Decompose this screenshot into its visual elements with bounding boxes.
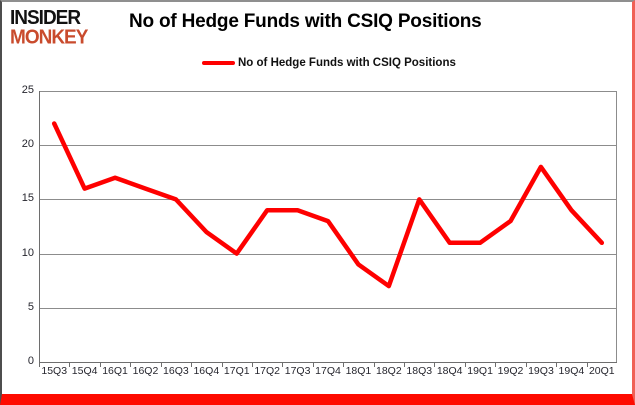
legend-label: No of Hedge Funds with CSIQ Positions: [238, 57, 456, 69]
x-tick-label: 17Q4: [315, 365, 341, 377]
x-tick-label: 19Q1: [467, 365, 493, 377]
insider-monkey-logo: INSIDER MONKEY: [10, 6, 88, 50]
chart-title: No of Hedge Funds with CSIQ Positions: [129, 11, 482, 32]
y-tick-label: 0: [27, 355, 34, 367]
x-tick-label: 17Q1: [223, 365, 250, 377]
logo-word-monkey: MONKEY: [10, 26, 88, 50]
x-tick-label: 19Q4: [558, 365, 585, 377]
x-tick-label: 18Q3: [406, 365, 433, 377]
y-tick-label: 20: [21, 138, 34, 151]
y-tick-label: 5: [27, 300, 34, 313]
x-tick-label: 16Q3: [163, 365, 189, 377]
x-tick-label: 16Q2: [132, 365, 159, 377]
x-tick-label: 16Q4: [193, 365, 220, 377]
plot-area: [39, 91, 617, 367]
x-tick-label: 19Q3: [528, 365, 554, 377]
x-tick-label: 19Q2: [497, 365, 524, 377]
x-tick-label: 17Q3: [284, 365, 311, 377]
x-tick-label: 15Q4: [71, 365, 98, 377]
x-tick-label: 16Q1: [102, 365, 128, 377]
x-tick-label: 15Q3: [41, 365, 68, 377]
y-tick-label: 15: [21, 192, 34, 205]
x-tick-label: 18Q1: [345, 365, 372, 377]
x-tick-label: 17Q2: [254, 365, 280, 377]
x-tick-label: 20Q1: [588, 365, 615, 377]
series-line: [51, 121, 605, 289]
x-tick-label: 18Q2: [375, 365, 402, 377]
legend: No of Hedge Funds with CSIQ Positions: [202, 57, 456, 69]
y-tick-label: 10: [21, 246, 34, 259]
x-tick-label: 18Q4: [436, 365, 463, 377]
y-tick-label: 25: [21, 84, 34, 96]
legend-line-swatch: [202, 61, 235, 65]
logo-word-insider: INSIDER: [10, 6, 81, 30]
